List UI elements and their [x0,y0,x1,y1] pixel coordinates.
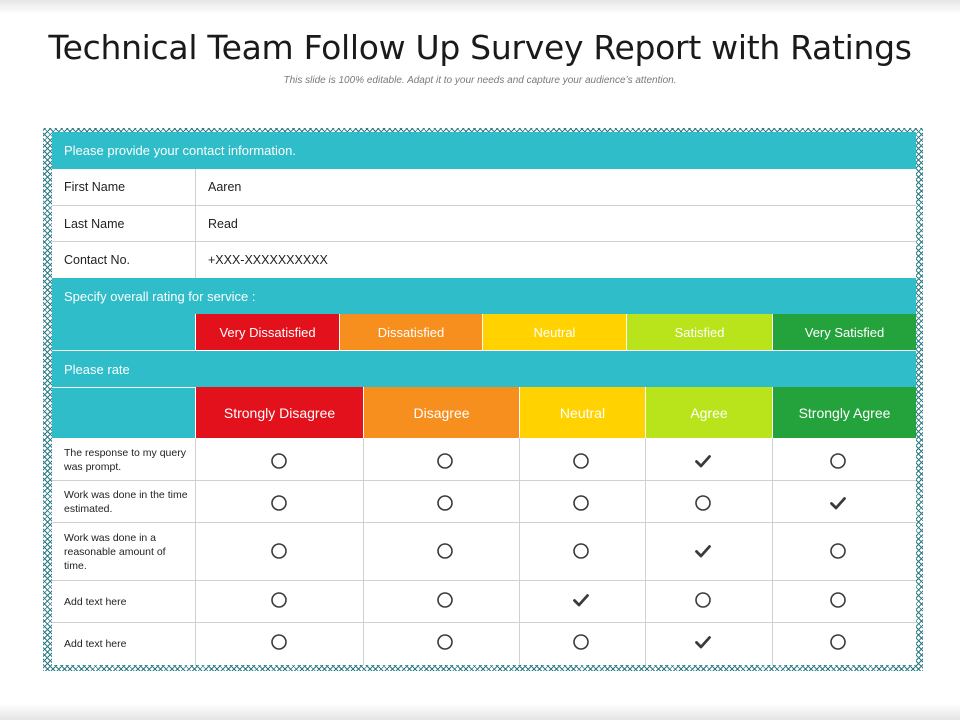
service-very-satisfied-option[interactable]: Very Satisfied [773,314,916,350]
divider [52,205,916,206]
checkmark-icon[interactable] [694,633,712,651]
column-strongly-agree: Strongly Agree [773,387,916,438]
checkmark-icon[interactable] [694,452,712,470]
radio-circle-icon[interactable] [829,452,847,470]
first-name-field[interactable]: Aaren [208,180,242,194]
divider [772,438,773,665]
contact-label-last-name: Last Name [64,216,125,231]
radio-circle-icon[interactable] [572,542,590,560]
bottom-shade [0,704,960,720]
radio-circle-icon[interactable] [572,633,590,651]
rate-section-header: Please rate [52,350,916,387]
radio-circle-icon[interactable] [694,591,712,609]
radio-circle-icon[interactable] [572,452,590,470]
radio-circle-icon[interactable] [436,591,454,609]
divider [195,169,196,278]
radio-circle-icon[interactable] [270,452,288,470]
radio-circle-icon[interactable] [829,591,847,609]
radio-circle-icon[interactable] [270,494,288,512]
radio-circle-icon[interactable] [436,542,454,560]
question-label: Add text here [64,638,127,650]
contact-label-first-name: First Name [64,180,126,194]
radio-circle-icon[interactable] [829,542,847,560]
top-shade [0,0,960,14]
column-strongly-disagree: Strongly Disagree [196,387,364,438]
radio-circle-icon[interactable] [436,633,454,651]
checkmark-icon[interactable] [829,494,847,512]
radio-circle-icon[interactable] [829,633,847,651]
column-agree: Agree [646,387,773,438]
service-section-header: Specify overall rating for service : [52,278,916,314]
divider [645,438,646,665]
service-row-spacer [52,314,196,350]
service-very-dissatisfied-option[interactable]: Very Dissatisfied [196,314,340,350]
checkmark-icon[interactable] [694,542,712,560]
checkmark-icon[interactable] [572,591,590,609]
contact-heading: Please provide your contact information. [64,143,296,158]
service-satisfied-option[interactable]: Satisfied [627,314,773,350]
radio-circle-icon[interactable] [694,494,712,512]
service-dissatisfied-option[interactable]: Dissatisfied [340,314,483,350]
column-disagree: Disagree [364,387,520,438]
radio-circle-icon[interactable] [270,633,288,651]
divider [52,580,916,581]
question-label: Work was done in a reasonable amount of … [64,532,166,572]
divider [52,241,916,242]
slide-subtitle: This slide is 100% editable. Adapt it to… [283,75,677,86]
column-neutral: Neutral [520,387,646,438]
question-label: The response to my query was prompt. [64,446,186,473]
divider [195,438,196,665]
contact-label-contact-no: Contact No. [64,253,131,267]
divider [52,480,916,481]
rate-header-spacer [52,387,196,438]
slide-title: Technical Team Follow Up Survey Report w… [48,28,912,67]
rate-heading: Please rate [64,361,130,377]
radio-circle-icon[interactable] [270,542,288,560]
question-label: Work was done in the time estimated. [64,489,188,515]
divider [519,438,520,665]
divider [363,438,364,665]
last-name-field[interactable]: Read [208,216,238,231]
radio-circle-icon[interactable] [572,494,590,512]
radio-circle-icon[interactable] [436,452,454,470]
divider [52,522,916,523]
service-heading: Specify overall rating for service : [64,288,256,304]
contact-section-header: Please provide your contact information. [52,132,916,169]
radio-circle-icon[interactable] [270,591,288,609]
service-neutral-option[interactable]: Neutral [483,314,627,350]
divider [52,622,916,623]
contact-no-field[interactable]: +XXX-XXXXXXXXXX [208,253,328,267]
radio-circle-icon[interactable] [436,494,454,512]
question-label: Add text here [64,596,127,608]
